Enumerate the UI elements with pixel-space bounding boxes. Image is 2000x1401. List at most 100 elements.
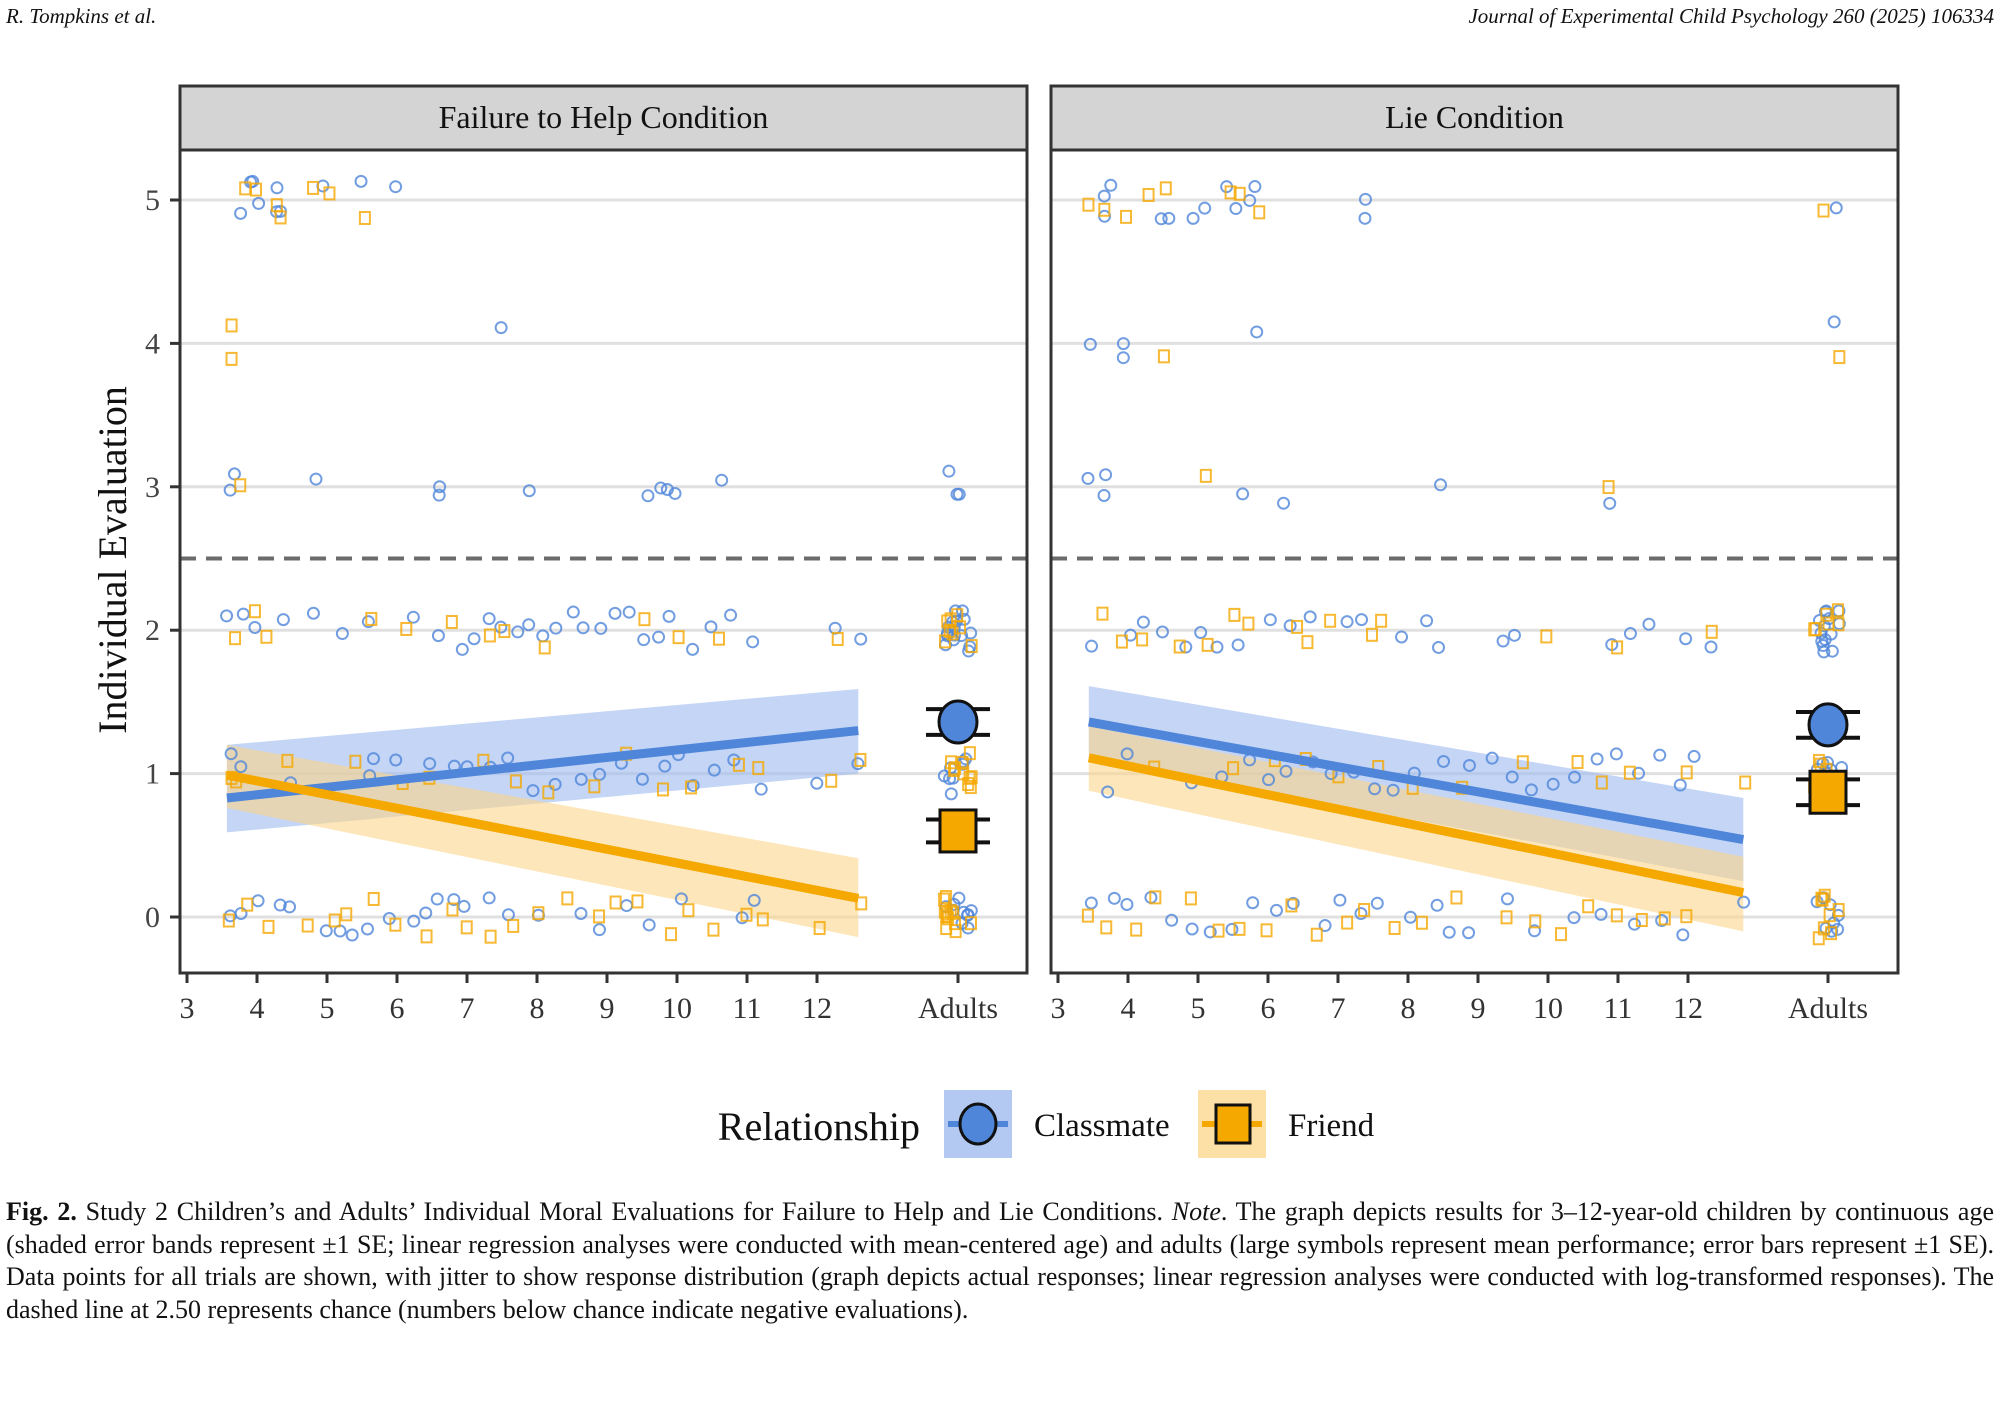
data-point-classmate	[1097, 189, 1111, 203]
data-point-friend	[498, 624, 511, 639]
adult-data-point-friend	[1818, 888, 1831, 903]
data-point-friend	[1100, 920, 1113, 935]
data-point-classmate	[1655, 914, 1669, 928]
data-point-classmate	[1437, 754, 1451, 768]
y-tick-label: 2	[145, 614, 160, 647]
data-point-friend	[707, 922, 720, 937]
data-point-classmate	[1162, 211, 1176, 225]
adult-data-point-classmate	[1829, 201, 1843, 215]
legend-label-friend: Friend	[1288, 1108, 1375, 1144]
data-point-friend	[349, 754, 362, 769]
data-point-classmate	[1673, 778, 1687, 792]
data-point-friend	[813, 921, 826, 936]
data-point-friend	[855, 896, 868, 911]
data-point-classmate	[1546, 777, 1560, 791]
data-point-friend	[1212, 923, 1225, 938]
data-point-classmate	[1653, 748, 1667, 762]
data-point-friend	[588, 779, 601, 794]
data-point-friend	[1285, 898, 1298, 913]
data-point-friend	[262, 919, 275, 934]
data-point-classmate	[1355, 613, 1369, 627]
data-point-classmate	[407, 914, 421, 928]
adult-data-point-friend	[944, 612, 957, 627]
figure-caption: Fig. 2. Study 2 Children’s and Adults’ I…	[6, 1196, 1994, 1326]
adult-data-point-friend	[939, 634, 952, 649]
data-point-classmate	[234, 206, 248, 220]
data-point-classmate	[674, 892, 688, 906]
legend-label-classmate: Classmate	[1034, 1108, 1170, 1144]
data-point-classmate	[707, 763, 721, 777]
data-point-classmate	[1485, 751, 1499, 765]
data-point-friend	[1184, 891, 1197, 906]
data-point-classmate	[482, 612, 496, 626]
data-point-classmate	[642, 918, 656, 932]
x-tick-label: 8	[1401, 992, 1416, 1025]
data-point-classmate	[511, 625, 525, 639]
adult-data-point-friend	[1816, 892, 1829, 907]
data-point-friend	[831, 631, 844, 646]
data-point-classmate	[1279, 764, 1293, 778]
data-point-classmate	[1609, 747, 1623, 761]
data-point-classmate	[354, 174, 368, 188]
data-point-classmate	[447, 893, 461, 907]
data-point-friend	[1680, 909, 1693, 924]
data-point-classmate	[1116, 351, 1130, 365]
panel-strip	[1049, 84, 1900, 152]
data-point-classmate	[746, 635, 760, 649]
legend-title: Relationship	[718, 1104, 920, 1149]
caption-note-label: Note	[1171, 1197, 1221, 1226]
data-point-classmate	[252, 196, 266, 210]
data-point-classmate	[1203, 925, 1217, 939]
legend: Relationship Classmate Friend	[718, 1090, 1375, 1158]
caption-title: Study 2 Children’s and Adults’ Individua…	[76, 1197, 1172, 1226]
data-point-classmate	[276, 613, 290, 627]
data-point-classmate	[1623, 627, 1637, 641]
data-point-friend	[542, 785, 555, 800]
data-point-classmate	[457, 899, 471, 913]
data-point-classmate	[1083, 337, 1097, 351]
data-point-friend	[752, 761, 765, 776]
data-point-friend	[301, 918, 314, 933]
data-point-classmate	[1704, 640, 1718, 654]
data-point-friend	[260, 629, 273, 644]
data-point-friend	[1260, 923, 1273, 938]
data-point-friend	[307, 180, 320, 195]
data-point-classmate	[1248, 180, 1262, 194]
data-point-friend	[483, 628, 496, 643]
data-point-friend	[1635, 912, 1648, 927]
data-point-classmate	[1155, 625, 1169, 639]
y-axis-label: Individual Evaluation	[90, 386, 135, 734]
data-point-friend	[593, 909, 606, 924]
data-point-classmate	[1430, 898, 1444, 912]
data-point-friend	[249, 182, 262, 197]
data-point-classmate	[1277, 496, 1291, 510]
legend-friend-square-icon	[1214, 1103, 1252, 1145]
data-point-classmate	[367, 752, 381, 766]
data-point-friend	[1739, 775, 1752, 790]
data-point-friend	[1157, 349, 1170, 364]
adult-data-point-friend	[1815, 891, 1828, 906]
data-point-classmate	[1507, 628, 1521, 642]
data-point-friend	[1658, 911, 1671, 926]
data-point-classmate	[1505, 770, 1519, 784]
caption-body: . The graph depicts results for 3–12-yea…	[6, 1197, 1995, 1324]
data-point-classmate	[715, 473, 729, 487]
data-point-classmate	[522, 484, 536, 498]
data-point-friend	[1227, 761, 1240, 776]
data-point-friend	[241, 897, 254, 912]
adult-data-point-friend	[949, 924, 962, 939]
data-point-friend	[631, 894, 644, 909]
data-point-friend	[507, 918, 520, 933]
data-point-classmate	[455, 642, 469, 656]
adult-data-point-friend	[945, 755, 958, 770]
panel-failure-to-help: Failure to Help Condition 3 4 5 6 7 8 9 10 11 12 Ad…	[178, 84, 1029, 1025]
panel-title: Failure to Help Condition	[439, 99, 769, 135]
data-point-friend	[323, 186, 336, 201]
data-point-friend	[1680, 765, 1693, 780]
panel-lie: Lie Condition 3 4 5 6 7 8 9 10 11 12 Adults	[1049, 84, 1900, 1025]
adult-data-point-classmate	[952, 487, 966, 501]
data-point-friend	[225, 351, 238, 366]
data-point-friend	[538, 640, 551, 655]
data-point-classmate	[1370, 896, 1384, 910]
data-point-friend	[509, 774, 522, 789]
